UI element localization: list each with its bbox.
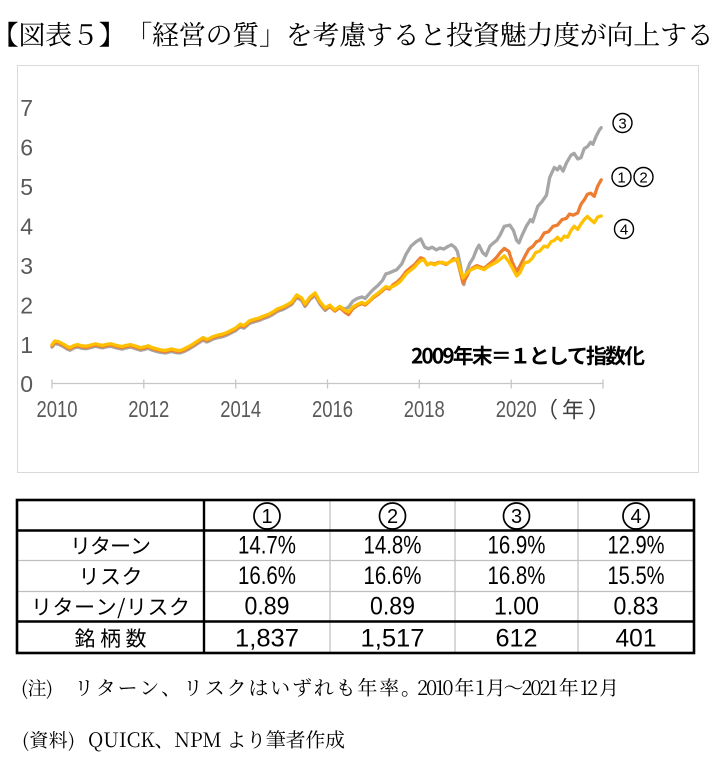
svg-text:2010: 2010 xyxy=(37,396,78,422)
svg-text:2016: 2016 xyxy=(312,396,353,422)
svg-text:16.8%: 16.8% xyxy=(488,562,546,590)
svg-text:612: 612 xyxy=(496,625,538,653)
svg-text:12.9%: 12.9% xyxy=(608,532,665,560)
svg-text:0.89: 0.89 xyxy=(245,593,290,621)
svg-text:2: 2 xyxy=(387,506,398,528)
svg-text:3: 3 xyxy=(618,115,626,132)
svg-text:2: 2 xyxy=(639,169,647,186)
svg-text:2012: 2012 xyxy=(128,396,169,422)
svg-text:4: 4 xyxy=(620,221,628,238)
svg-text:1,517: 1,517 xyxy=(361,625,425,653)
svg-text:2020: 2020 xyxy=(496,396,537,422)
svg-text:15.5%: 15.5% xyxy=(608,562,665,590)
svg-text:3: 3 xyxy=(20,253,33,279)
svg-text:1,837: 1,837 xyxy=(235,625,299,653)
svg-text:14.7%: 14.7% xyxy=(238,532,296,560)
svg-text:2: 2 xyxy=(20,292,33,318)
svg-text:1: 1 xyxy=(261,506,272,528)
svg-text:0.89: 0.89 xyxy=(370,593,415,621)
svg-text:14.8%: 14.8% xyxy=(364,532,422,560)
svg-text:2018: 2018 xyxy=(404,396,445,422)
svg-text:7: 7 xyxy=(20,95,33,121)
svg-text:4: 4 xyxy=(630,506,641,528)
svg-text:5: 5 xyxy=(20,174,33,200)
svg-text:4: 4 xyxy=(20,214,33,240)
svg-text:16.6%: 16.6% xyxy=(364,562,422,590)
svg-text:16.6%: 16.6% xyxy=(238,562,296,590)
svg-text:6: 6 xyxy=(20,135,33,161)
svg-text:1: 1 xyxy=(617,169,625,186)
svg-text:3: 3 xyxy=(511,506,522,528)
svg-text:1: 1 xyxy=(20,332,33,358)
svg-text:1.00: 1.00 xyxy=(494,593,539,621)
svg-text:0: 0 xyxy=(20,371,33,397)
svg-text:16.9%: 16.9% xyxy=(488,532,546,560)
svg-text:0.83: 0.83 xyxy=(614,593,659,621)
svg-text:2014: 2014 xyxy=(220,396,261,422)
svg-text:401: 401 xyxy=(616,625,657,653)
